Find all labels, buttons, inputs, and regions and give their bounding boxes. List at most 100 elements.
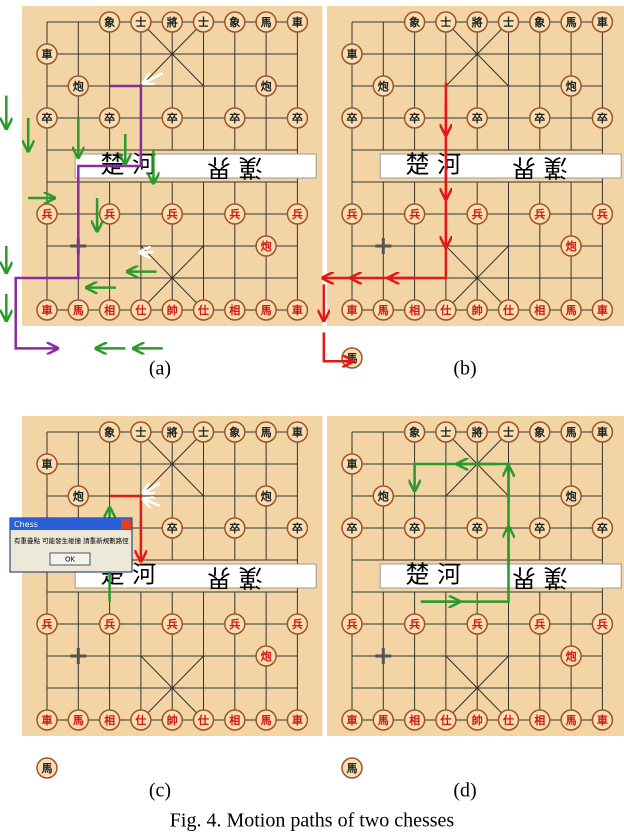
- piece-label: 車: [292, 713, 303, 727]
- piece-label: 卒: [292, 111, 303, 125]
- piece-label: 車: [292, 15, 303, 29]
- piece-label: 兵: [167, 207, 178, 221]
- piece-label: 兵: [347, 617, 358, 631]
- piece-label: 卒: [347, 111, 358, 125]
- piece-label: 卒: [229, 111, 240, 125]
- piece-label: 炮: [261, 649, 272, 663]
- piece-label: 帥: [167, 303, 178, 317]
- piece-label: 車: [42, 303, 53, 317]
- piece-label: 兵: [167, 617, 178, 631]
- piece-label: 馬: [378, 714, 389, 727]
- piece-label: 士: [503, 15, 514, 29]
- piece-label: 馬: [566, 426, 577, 439]
- piece-label: 炮: [261, 79, 272, 93]
- piece-label: 兵: [229, 207, 240, 221]
- piece-label: 士: [135, 425, 146, 439]
- piece-label: 兵: [42, 207, 53, 221]
- piece-label: 卒: [534, 111, 545, 125]
- piece-label: 兵: [292, 207, 303, 221]
- piece-label: 仕: [134, 713, 146, 727]
- piece-label: 士: [503, 425, 514, 439]
- piece-label: 仕: [439, 303, 451, 317]
- piece-label: 兵: [597, 617, 608, 631]
- dialog-close[interactable]: [121, 519, 131, 529]
- piece-label: 卒: [292, 521, 303, 535]
- piece-label: 仕: [197, 713, 209, 727]
- piece-label: 炮: [566, 239, 577, 253]
- panel-label: (a): [149, 358, 171, 380]
- piece-label: 象: [534, 15, 545, 29]
- piece-label: 兵: [472, 207, 483, 221]
- piece-label: 帥: [472, 713, 483, 727]
- piece-label: 兵: [409, 617, 420, 631]
- piece-label: 卒: [472, 111, 483, 125]
- piece-label: 相: [229, 713, 240, 727]
- piece-label: 兵: [409, 207, 420, 221]
- piece-label: 仕: [502, 713, 514, 727]
- piece-label: 相: [409, 303, 420, 317]
- piece-label: 馬: [566, 304, 577, 317]
- piece-label: 卒: [409, 521, 420, 535]
- piece-label: 炮: [566, 489, 577, 503]
- piece-label: 仕: [502, 303, 514, 317]
- piece-label: 馬: [261, 16, 272, 29]
- board: 楚 河漢 界象士將士象馬車車炮炮卒卒卒卒卒兵兵兵兵兵炮車馬相仕帥仕相馬車: [6, 6, 322, 348]
- piece-label: 士: [440, 425, 451, 439]
- piece-label: 帥: [472, 303, 483, 317]
- piece-label: 炮: [261, 489, 272, 503]
- river-text: 漢 界: [207, 154, 263, 182]
- piece-label: 兵: [292, 617, 303, 631]
- piece-label: 兵: [104, 617, 115, 631]
- piece-label: 卒: [534, 521, 545, 535]
- piece-label: 仕: [439, 713, 451, 727]
- piece-label: 卒: [347, 521, 358, 535]
- piece-label: 卒: [597, 521, 608, 535]
- panel-label: (c): [149, 780, 171, 802]
- piece-label: 將: [472, 425, 483, 439]
- board: 楚 河漢 界象士將士象馬車車炮炮卒卒卒卒卒兵兵兵兵兵炮車馬相仕帥仕相馬車馬: [327, 416, 624, 778]
- piece-label: 士: [198, 425, 209, 439]
- piece-label: 兵: [229, 617, 240, 631]
- piece-label: 馬: [378, 304, 389, 317]
- piece-label: 象: [104, 15, 115, 29]
- piece-label: 卒: [597, 111, 608, 125]
- piece-label: 相: [104, 303, 115, 317]
- piece-label: 炮: [261, 239, 272, 253]
- piece-label: 車: [597, 713, 608, 727]
- river-text: 漢 界: [512, 564, 568, 592]
- panel-label: (b): [453, 358, 476, 380]
- piece-label: 馬: [261, 304, 272, 317]
- river-text: 漢 界: [512, 154, 568, 182]
- piece-label: 卒: [167, 111, 178, 125]
- piece-label: 將: [167, 15, 178, 29]
- river-text: 楚 河: [406, 561, 462, 589]
- piece-label: 將: [472, 15, 483, 29]
- piece-label: 仕: [197, 303, 209, 317]
- piece-label: 兵: [42, 617, 53, 631]
- piece-label: 士: [198, 15, 209, 29]
- board: 楚 河漢 界象士將士象馬車車炮炮卒卒卒卒卒兵兵兵兵兵炮車馬相仕帥仕相馬車馬: [324, 6, 624, 368]
- piece-label: 馬: [566, 16, 577, 29]
- piece-label: 車: [347, 303, 358, 317]
- piece-label: 馬: [347, 762, 358, 775]
- panel-label: (d): [453, 780, 476, 802]
- piece-label: 相: [534, 713, 545, 727]
- piece-label: 車: [42, 457, 53, 471]
- piece-label: 卒: [42, 111, 53, 125]
- piece-label: 卒: [472, 521, 483, 535]
- piece-label: 馬: [566, 714, 577, 727]
- dialog: Chess有重疊點 可能發生碰撞 請重新規劃路徑OK: [10, 518, 132, 572]
- caption: Fig. 4. Motion paths of two chesses: [170, 810, 455, 832]
- board: 楚 河漢 界象士將士象馬車車炮炮卒卒卒卒卒兵兵兵兵兵炮車馬相仕帥仕相馬車馬: [22, 416, 322, 778]
- piece-label: 馬: [73, 714, 84, 727]
- piece-label: 車: [42, 713, 53, 727]
- piece-label: 卒: [167, 521, 178, 535]
- figure: (a) (b) (c) (d) Fig. 4. Motion paths of …: [0, 0, 624, 839]
- piece-label: 將: [167, 425, 178, 439]
- piece-label: 相: [534, 303, 545, 317]
- piece-label: 象: [229, 425, 240, 439]
- piece-label: 車: [347, 47, 358, 61]
- piece-label: 車: [292, 303, 303, 317]
- river-text: 楚 河: [406, 151, 462, 179]
- piece-label: 象: [534, 425, 545, 439]
